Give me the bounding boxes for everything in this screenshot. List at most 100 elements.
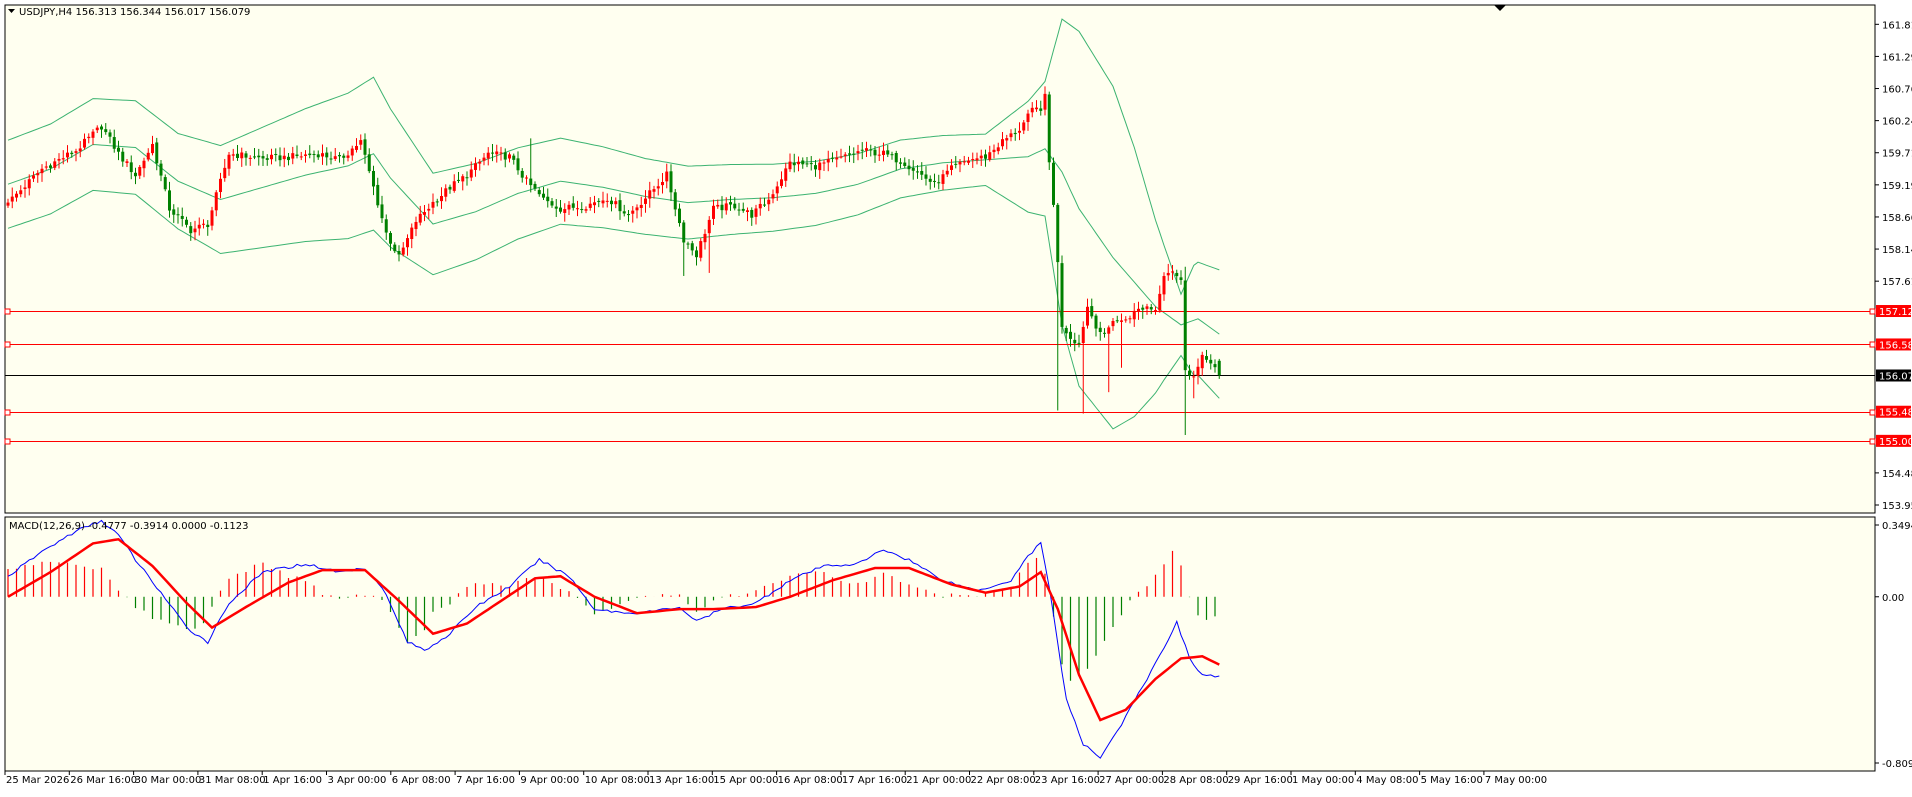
candle-body xyxy=(848,153,851,155)
candle-body xyxy=(1077,342,1081,344)
price-axis-label: 160.240 xyxy=(1882,117,1912,128)
candle-body xyxy=(316,154,320,158)
candle-body xyxy=(584,209,588,211)
candle-body xyxy=(945,170,949,175)
candle-body xyxy=(291,153,295,159)
candle-body xyxy=(746,210,749,212)
candle-body xyxy=(23,187,27,189)
time-axis-label: 1 May 00:00 xyxy=(1292,775,1354,786)
candle-body xyxy=(461,176,465,182)
time-axis-label: 6 Apr 08:00 xyxy=(392,775,451,786)
candle-body xyxy=(588,203,592,208)
time-axis-label: 9 Apr 00:00 xyxy=(520,775,579,786)
candle-body xyxy=(444,188,448,197)
candle-body xyxy=(712,205,715,219)
candle-body xyxy=(1158,293,1162,311)
level-price-tag-text-3: 155.004 xyxy=(1879,437,1912,448)
candle-body xyxy=(1132,310,1136,320)
candle-body xyxy=(754,208,758,217)
current-price-tag-text: 156.079 xyxy=(1879,372,1912,383)
candle-body xyxy=(202,223,205,225)
candle-body xyxy=(1056,204,1060,263)
candle-body xyxy=(219,178,222,193)
candle-body xyxy=(70,152,74,155)
candle-body xyxy=(321,153,324,157)
candle-body xyxy=(189,226,193,234)
candle-body xyxy=(1171,271,1174,273)
candle-body xyxy=(329,158,333,160)
candle-body xyxy=(860,149,864,151)
candle-body xyxy=(1030,107,1034,113)
candle-body xyxy=(809,163,813,165)
level-price-tag-text-1: 156.580 xyxy=(1879,340,1912,351)
chart-header-label: USDJPY,H4 156.313 156.344 156.017 156.07… xyxy=(19,7,250,18)
candle-body xyxy=(763,204,766,206)
candle-body xyxy=(750,209,754,218)
candle-body xyxy=(1064,327,1068,334)
candle-body xyxy=(36,173,40,176)
candle-body xyxy=(1162,276,1166,295)
candle-body xyxy=(669,171,673,193)
candle-body xyxy=(401,247,405,255)
candle-body xyxy=(1073,339,1077,344)
candle-body xyxy=(1179,277,1183,280)
macd-lines xyxy=(7,519,1220,759)
level-price-tag-text-2: 155.480 xyxy=(1879,408,1912,419)
candle-body xyxy=(393,244,397,252)
candle-body xyxy=(1128,318,1132,320)
candle-body xyxy=(903,162,907,166)
candle-body xyxy=(503,152,507,160)
candle-body xyxy=(899,162,902,164)
candle-body xyxy=(992,149,996,153)
candle-body xyxy=(1107,327,1111,334)
candle-body xyxy=(452,181,456,191)
candle-body xyxy=(78,148,82,152)
candle-body xyxy=(1111,321,1115,327)
candle-body xyxy=(363,139,367,155)
candle-body xyxy=(1205,356,1208,360)
price-axis: 161.815 161.290 160.765 160.240 159.715 159.1… xyxy=(1875,20,1912,512)
candle-body xyxy=(882,150,885,155)
price-axis-label: 159.190 xyxy=(1882,181,1912,192)
time-axis-label: 22 Apr 08:00 xyxy=(971,775,1036,786)
candle-body xyxy=(950,165,953,170)
candle-body xyxy=(571,203,575,208)
candle-body xyxy=(168,190,171,211)
candle-body xyxy=(1001,139,1004,147)
candle-body xyxy=(129,162,133,173)
candle-body xyxy=(1043,93,1047,110)
candle-body xyxy=(1103,332,1106,334)
horizontal-levels xyxy=(4,308,1876,445)
candle-body xyxy=(533,183,537,189)
candle-body xyxy=(967,160,970,163)
candle-body xyxy=(312,154,316,156)
candle-body xyxy=(869,149,873,151)
candle-body xyxy=(516,158,520,171)
candle-body xyxy=(325,152,329,158)
level-price-tag-2 xyxy=(1876,405,1911,418)
candle-body xyxy=(1052,162,1055,205)
candle-body xyxy=(1009,133,1013,138)
price-axis-label: 160.765 xyxy=(1882,85,1912,96)
candle-body xyxy=(223,167,227,179)
candle-body xyxy=(988,152,992,160)
candle-body xyxy=(716,204,720,207)
candle-body xyxy=(635,207,639,211)
candle-body xyxy=(180,215,184,219)
chart-shift-marker-icon[interactable] xyxy=(1494,5,1506,11)
candle-body xyxy=(1039,108,1043,111)
candle-body xyxy=(193,228,197,233)
candle-body xyxy=(911,167,915,171)
candle-body xyxy=(112,137,116,149)
candle-body xyxy=(299,156,303,158)
candle-body xyxy=(278,155,282,161)
candle-body xyxy=(435,201,439,203)
candle-body xyxy=(66,152,69,158)
header-menu-triangle-icon[interactable] xyxy=(8,9,15,13)
candle-body xyxy=(469,169,473,178)
candle-body xyxy=(389,233,392,244)
candle-body xyxy=(546,196,550,202)
candle-body xyxy=(639,204,643,208)
candle-body xyxy=(597,200,601,202)
